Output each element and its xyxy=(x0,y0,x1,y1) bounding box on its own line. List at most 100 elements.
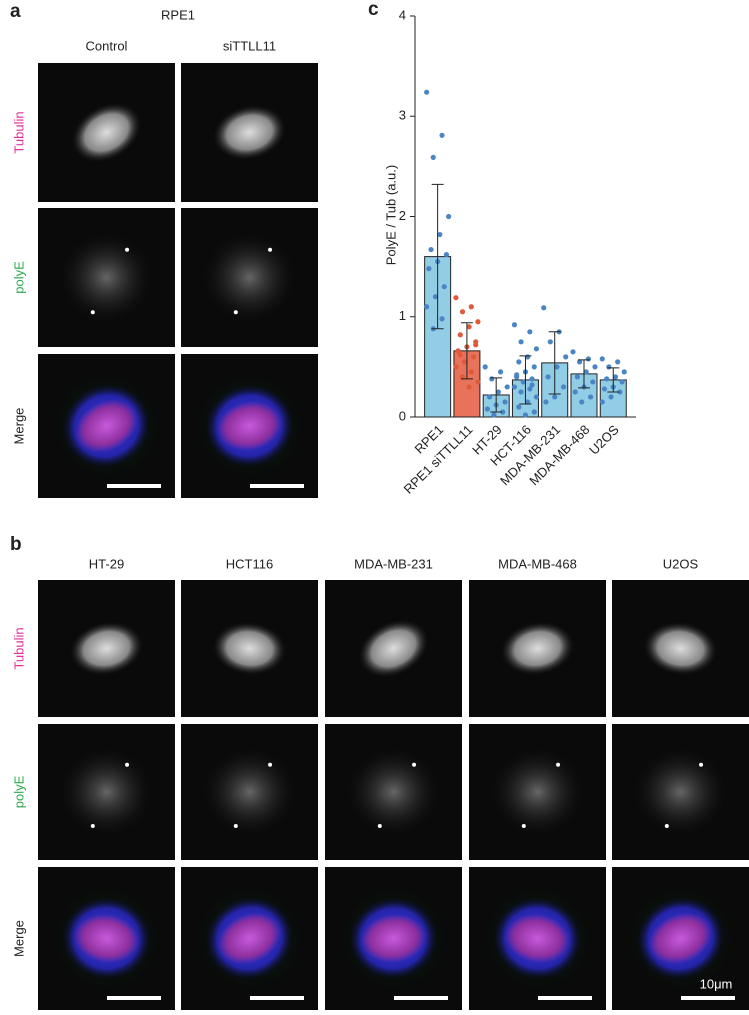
data-point xyxy=(590,379,596,385)
data-point xyxy=(424,304,430,310)
y-tick-label: 0 xyxy=(399,408,406,423)
centrosome xyxy=(125,247,130,252)
data-point xyxy=(554,364,560,370)
micrograph xyxy=(612,724,749,860)
centrosome xyxy=(268,762,273,767)
data-point xyxy=(547,339,553,345)
x-tick-label: U2OS xyxy=(586,422,622,458)
y-axis-label: PolyE / Tub (a.u.) xyxy=(383,165,398,265)
polyE-signal xyxy=(197,743,302,841)
micrograph xyxy=(38,867,175,1010)
polyE-signal xyxy=(54,227,159,328)
micrograph xyxy=(181,208,318,347)
data-point xyxy=(587,394,594,400)
data-point xyxy=(604,376,610,382)
centrosome xyxy=(377,824,382,828)
data-point xyxy=(470,354,477,360)
polyE-signal xyxy=(485,743,590,841)
tubulin xyxy=(360,914,427,963)
data-point xyxy=(529,382,535,388)
data-point xyxy=(585,356,591,362)
data-point xyxy=(497,369,504,375)
data-point xyxy=(437,231,443,238)
tubulin xyxy=(648,912,713,965)
column-label: HT-29 xyxy=(89,556,124,571)
micrograph xyxy=(181,354,318,498)
micrograph xyxy=(469,724,606,860)
spindle xyxy=(211,620,288,677)
data-point xyxy=(612,374,619,380)
data-point xyxy=(527,329,533,335)
data-point xyxy=(500,409,506,415)
micrograph xyxy=(612,580,749,717)
data-point xyxy=(599,356,605,362)
data-point xyxy=(466,384,472,390)
panel-title: RPE1 xyxy=(161,7,195,22)
row-label: polyE xyxy=(11,261,26,294)
micrograph xyxy=(38,724,175,860)
error-bar xyxy=(607,367,620,393)
row-label: Merge xyxy=(11,920,26,957)
data-point xyxy=(511,322,518,328)
data-point xyxy=(475,379,481,385)
data-point xyxy=(592,364,598,370)
micrograph xyxy=(612,867,749,1010)
data-point xyxy=(446,213,452,220)
micrograph xyxy=(325,724,462,860)
data-point xyxy=(504,384,510,390)
data-point xyxy=(424,89,430,95)
data-point xyxy=(520,379,526,385)
centrosome xyxy=(556,762,561,767)
row-label: Tubulin xyxy=(11,111,26,153)
micrograph xyxy=(38,354,175,498)
data-point xyxy=(455,348,461,354)
column-label: MDA-MB-231 xyxy=(354,556,433,571)
y-tick-label: 1 xyxy=(399,308,406,323)
centrosome xyxy=(268,247,273,252)
micrograph xyxy=(181,867,318,1010)
error-bar xyxy=(577,359,590,389)
micrograph xyxy=(325,867,462,1010)
data-point xyxy=(541,305,547,311)
y-tick-label: 4 xyxy=(399,7,406,22)
polyE-signal xyxy=(54,743,159,841)
centrosome xyxy=(412,762,417,767)
data-point xyxy=(430,154,436,160)
centrosome xyxy=(125,762,130,767)
data-point xyxy=(525,399,531,405)
centrosome xyxy=(90,310,95,315)
data-point xyxy=(439,132,445,138)
data-point xyxy=(621,369,627,375)
micrograph xyxy=(38,63,175,202)
data-point xyxy=(527,386,533,392)
data-point xyxy=(522,412,529,418)
column-label: U2OS xyxy=(663,556,699,571)
data-point xyxy=(615,359,621,365)
data-point xyxy=(533,394,540,400)
tubulin xyxy=(75,399,138,453)
data-point xyxy=(563,354,569,360)
data-point xyxy=(579,399,585,405)
spindle xyxy=(642,620,719,677)
centrosome xyxy=(90,824,95,828)
column-label: MDA-MB-468 xyxy=(498,556,577,571)
data-point xyxy=(439,316,445,322)
polyE-signal xyxy=(197,227,302,328)
data-point xyxy=(533,346,540,352)
data-point xyxy=(574,374,580,380)
column-label: HCT116 xyxy=(226,556,273,571)
data-point xyxy=(473,342,479,348)
data-point xyxy=(428,246,434,253)
data-point xyxy=(619,379,625,385)
data-point xyxy=(545,374,551,380)
polyE-signal xyxy=(341,743,446,841)
data-point xyxy=(583,369,589,375)
data-point xyxy=(466,324,472,330)
data-point xyxy=(606,364,612,370)
spindle xyxy=(70,101,143,164)
data-point xyxy=(516,359,522,365)
data-point xyxy=(491,412,497,418)
data-point xyxy=(570,349,576,355)
data-point xyxy=(518,389,524,395)
